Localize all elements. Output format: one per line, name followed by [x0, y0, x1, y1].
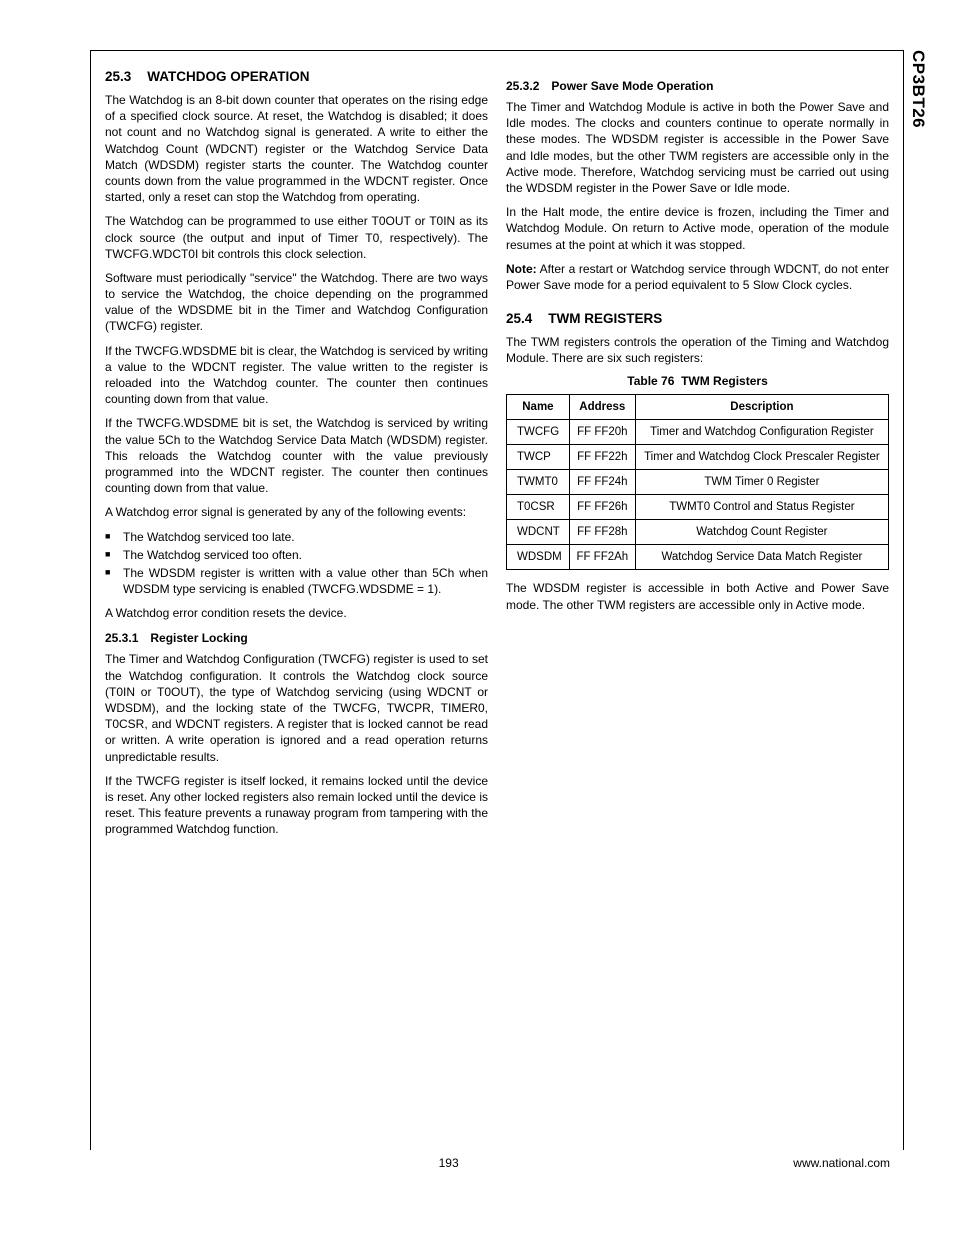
cell-name: WDSDM	[507, 545, 570, 570]
cell-address: FF FF22h	[569, 445, 635, 470]
cell-address: FF FF24h	[569, 470, 635, 495]
cell-desc: Watchdog Count Register	[635, 520, 888, 545]
cell-desc: Timer and Watchdog Clock Prescaler Regis…	[635, 445, 888, 470]
list-item: The WDSDM register is written with a val…	[105, 565, 488, 597]
cell-desc: TWMT0 Control and Status Register	[635, 495, 888, 520]
secnum: 25.3.2	[506, 79, 539, 93]
secnum: 25.4	[506, 311, 532, 326]
content-frame: 25.3 WATCHDOG OPERATION The Watchdog is a…	[90, 50, 904, 1150]
cell-desc: Watchdog Service Data Match Register	[635, 545, 888, 570]
table-title: TWM Registers	[681, 374, 768, 388]
secnum: 25.3.1	[105, 631, 138, 645]
body-para: Software must periodically "service" the…	[105, 270, 488, 335]
col-header-address: Address	[569, 395, 635, 420]
body-para: If the TWCFG.WDSDME bit is clear, the Wa…	[105, 343, 488, 408]
list-item: The Watchdog serviced too often.	[105, 547, 488, 563]
body-para: The Timer and Watchdog Configuration (TW…	[105, 651, 488, 764]
col-header-name: Name	[507, 395, 570, 420]
col-header-description: Description	[635, 395, 888, 420]
body-para: The Timer and Watchdog Module is active …	[506, 99, 889, 196]
table-row: T0CSR FF FF26h TWMT0 Control and Status …	[507, 495, 889, 520]
body-para: If the TWCFG register is itself locked, …	[105, 773, 488, 838]
heading-25-4: 25.4 TWM REGISTERS	[506, 311, 889, 326]
table-header-row: Name Address Description	[507, 395, 889, 420]
table-row: WDSDM FF FF2Ah Watchdog Service Data Mat…	[507, 545, 889, 570]
cell-name: TWCP	[507, 445, 570, 470]
body-para: A Watchdog error signal is generated by …	[105, 504, 488, 520]
cell-name: T0CSR	[507, 495, 570, 520]
body-para: The Watchdog can be programmed to use ei…	[105, 213, 488, 262]
heading-25-3: 25.3 WATCHDOG OPERATION	[105, 69, 488, 84]
page-number: 193	[104, 1156, 793, 1170]
heading-25-3-1: 25.3.1 Register Locking	[105, 631, 488, 645]
table-row: TWMT0 FF FF24h TWM Timer 0 Register	[507, 470, 889, 495]
cell-address: FF FF26h	[569, 495, 635, 520]
list-item: The Watchdog serviced too late.	[105, 529, 488, 545]
table-row: WDCNT FF FF28h Watchdog Count Register	[507, 520, 889, 545]
body-para: A Watchdog error condition resets the de…	[105, 605, 488, 621]
table-row: TWCP FF FF22h Timer and Watchdog Clock P…	[507, 445, 889, 470]
note-para: Note: After a restart or Watchdog servic…	[506, 261, 889, 293]
page-footer: 193 www.national.com	[90, 1150, 904, 1170]
body-para: The TWM registers controls the operation…	[506, 334, 889, 366]
note-text: After a restart or Watchdog service thro…	[506, 262, 889, 292]
cell-address: FF FF2Ah	[569, 545, 635, 570]
note-label: Note:	[506, 262, 537, 276]
table-num: Table 76	[627, 374, 674, 388]
cell-name: TWCFG	[507, 420, 570, 445]
cell-address: FF FF28h	[569, 520, 635, 545]
body-para: The Watchdog is an 8-bit down counter th…	[105, 92, 488, 205]
cell-name: TWMT0	[507, 470, 570, 495]
table-caption: Table 76 TWM Registers	[506, 374, 889, 388]
sectitle: WATCHDOG OPERATION	[147, 69, 309, 84]
twm-registers-table: Name Address Description TWCFG FF FF20h …	[506, 394, 889, 570]
cell-name: WDCNT	[507, 520, 570, 545]
side-tab-chip-id: CP3BT26	[908, 50, 928, 128]
body-para: In the Halt mode, the entire device is f…	[506, 204, 889, 253]
body-para: The WDSDM register is accessible in both…	[506, 580, 889, 612]
body-para: If the TWCFG.WDSDME bit is set, the Watc…	[105, 415, 488, 496]
cell-desc: TWM Timer 0 Register	[635, 470, 888, 495]
sectitle: Power Save Mode Operation	[551, 79, 713, 93]
cell-desc: Timer and Watchdog Configuration Registe…	[635, 420, 888, 445]
sectitle: TWM REGISTERS	[548, 311, 662, 326]
heading-25-3-2: 25.3.2 Power Save Mode Operation	[506, 79, 889, 93]
error-event-list: The Watchdog serviced too late. The Watc…	[105, 529, 488, 598]
table-row: TWCFG FF FF20h Timer and Watchdog Config…	[507, 420, 889, 445]
footer-url: www.national.com	[793, 1156, 890, 1170]
sectitle: Register Locking	[150, 631, 247, 645]
cell-address: FF FF20h	[569, 420, 635, 445]
secnum: 25.3	[105, 69, 131, 84]
